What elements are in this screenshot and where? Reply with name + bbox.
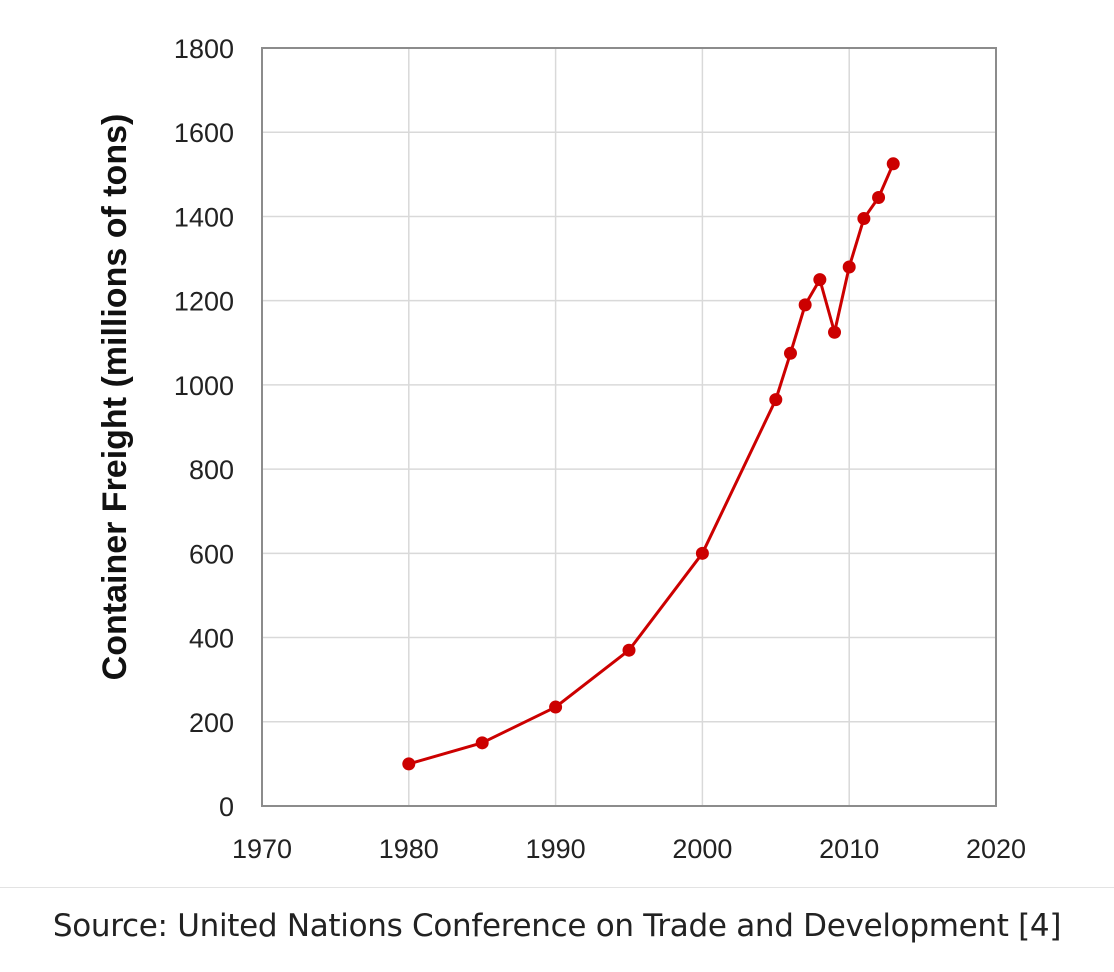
series-layer <box>402 157 900 771</box>
data-point-2009 <box>828 325 842 339</box>
y-tick-labels: 0 200 400 600 800 1000 1200 1400 1600 1800 <box>174 34 234 822</box>
series-line <box>408 163 895 766</box>
y-tick-label: 800 <box>189 455 234 485</box>
y-tick-label: 200 <box>189 708 234 738</box>
y-axis-title: Container Freight (millions of tons) <box>96 114 134 681</box>
y-tick-label: 1600 <box>174 118 234 148</box>
x-tick-labels: 1970 1980 1990 2000 2010 2020 <box>232 834 1026 864</box>
data-point-2010 <box>842 260 856 274</box>
x-tick-label: 2020 <box>966 834 1026 864</box>
x-tick-label: 1990 <box>526 834 586 864</box>
x-tick-label: 2010 <box>819 834 879 864</box>
data-point-2008 <box>813 273 827 287</box>
data-point-2006 <box>783 346 797 360</box>
data-point-2013 <box>886 157 900 171</box>
data-point-1985 <box>475 736 489 750</box>
data-point-1980 <box>402 757 416 771</box>
y-tick-label: 1400 <box>174 202 234 232</box>
data-point-2000 <box>695 546 709 560</box>
y-tick-label: 400 <box>189 624 234 654</box>
line-chart: 1970 1980 1990 2000 2010 2020 0 200 400 600 800 10… <box>96 34 1026 864</box>
data-point-1990 <box>549 700 563 714</box>
y-tick-label: 1800 <box>174 34 234 64</box>
plot-frame <box>261 47 997 807</box>
separator-line <box>0 887 1114 888</box>
y-tick-label: 1200 <box>174 287 234 317</box>
data-point-2011 <box>857 212 871 226</box>
source-caption: Source: United Nations Conference on Tra… <box>52 908 1062 944</box>
y-tick-label: 0 <box>219 792 234 822</box>
x-tick-label: 2000 <box>672 834 732 864</box>
data-point-2012 <box>872 190 886 204</box>
x-tick-label: 1970 <box>232 834 292 864</box>
data-point-2007 <box>798 298 812 312</box>
grid-lines <box>262 48 996 806</box>
data-point-1995 <box>622 643 636 657</box>
y-tick-label: 600 <box>189 539 234 569</box>
x-tick-label: 1980 <box>379 834 439 864</box>
data-point-2005 <box>769 393 783 407</box>
y-tick-label: 1000 <box>174 371 234 401</box>
